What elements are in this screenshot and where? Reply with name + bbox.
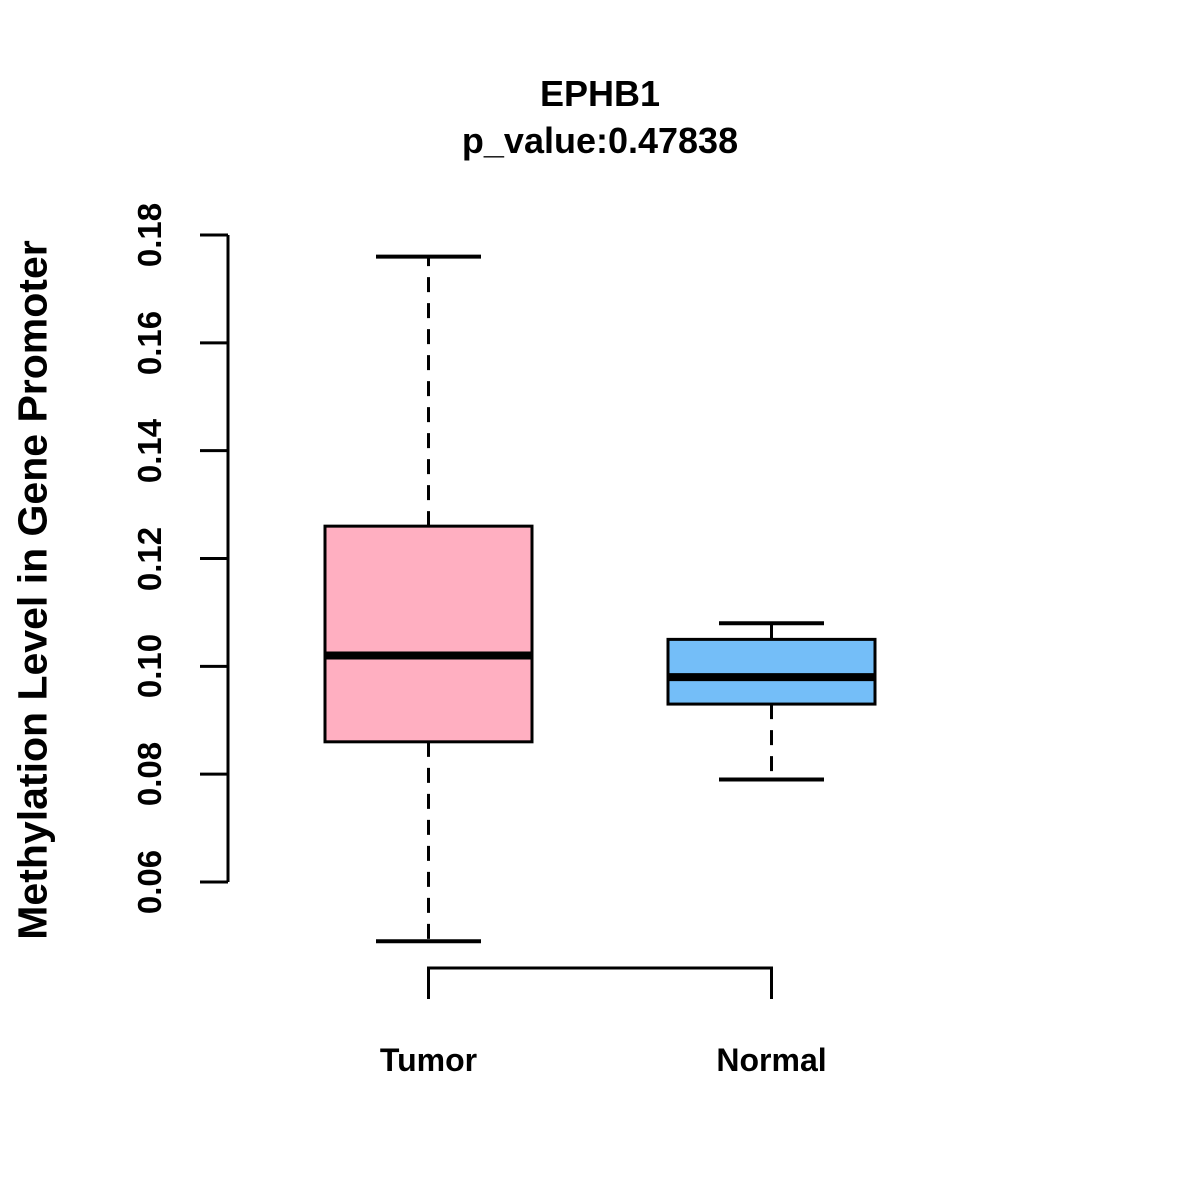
chart-title: EPHB1 [539,73,661,114]
y-tick-label: 0.14 [131,418,168,483]
y-tick-label: 0.12 [131,526,168,591]
x-category-label: Normal [716,1042,827,1078]
iqr-box [323,524,534,744]
y-tick-label: 0.16 [131,310,168,375]
iqr-box [666,637,877,706]
y-tick-label: 0.10 [131,634,168,699]
y-tick-label: 0.08 [131,742,168,807]
y-tick-label: 0.18 [131,202,168,268]
x-axis-line [427,966,773,999]
chart-subtitle: p_value:0.47838 [461,120,739,161]
y-tick-label: 0.06 [131,849,168,915]
x-category-label: Tumor [379,1042,478,1078]
title-block: EPHB1 p_value:0.47838 [0,70,1200,164]
